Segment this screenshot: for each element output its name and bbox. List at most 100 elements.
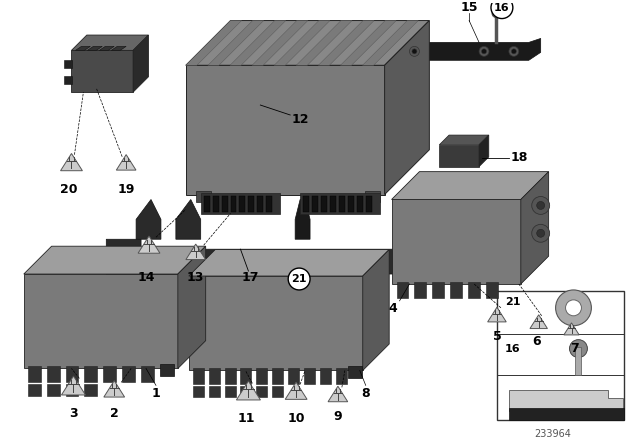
- Polygon shape: [138, 236, 160, 253]
- FancyBboxPatch shape: [204, 197, 210, 212]
- Polygon shape: [392, 172, 548, 199]
- Polygon shape: [136, 199, 161, 239]
- Circle shape: [566, 300, 582, 316]
- Text: 13: 13: [187, 271, 204, 284]
- FancyBboxPatch shape: [433, 282, 444, 298]
- Circle shape: [288, 268, 310, 290]
- FancyBboxPatch shape: [339, 197, 345, 212]
- FancyBboxPatch shape: [486, 282, 498, 298]
- Polygon shape: [106, 239, 454, 274]
- FancyBboxPatch shape: [239, 197, 246, 212]
- FancyBboxPatch shape: [415, 282, 426, 298]
- FancyBboxPatch shape: [221, 197, 228, 212]
- FancyBboxPatch shape: [397, 282, 408, 298]
- FancyBboxPatch shape: [320, 368, 331, 384]
- Polygon shape: [521, 172, 548, 284]
- Polygon shape: [186, 21, 241, 65]
- Text: 16: 16: [494, 3, 509, 13]
- Text: 2: 2: [110, 407, 118, 420]
- Polygon shape: [530, 315, 547, 328]
- FancyBboxPatch shape: [63, 76, 72, 84]
- FancyBboxPatch shape: [365, 190, 380, 202]
- Polygon shape: [72, 35, 148, 50]
- Polygon shape: [230, 21, 285, 65]
- Polygon shape: [296, 21, 352, 65]
- Polygon shape: [208, 21, 264, 65]
- Polygon shape: [116, 155, 136, 170]
- Polygon shape: [340, 21, 396, 65]
- FancyBboxPatch shape: [65, 366, 79, 383]
- Circle shape: [532, 197, 550, 215]
- Polygon shape: [61, 376, 86, 395]
- FancyBboxPatch shape: [272, 368, 284, 384]
- Polygon shape: [61, 154, 83, 171]
- FancyBboxPatch shape: [248, 197, 254, 212]
- Polygon shape: [186, 244, 205, 259]
- Polygon shape: [133, 35, 148, 92]
- Text: 4: 4: [388, 302, 397, 315]
- Polygon shape: [385, 21, 429, 194]
- FancyBboxPatch shape: [225, 368, 236, 384]
- Polygon shape: [564, 323, 579, 335]
- FancyBboxPatch shape: [509, 408, 624, 420]
- FancyBboxPatch shape: [160, 365, 174, 376]
- FancyBboxPatch shape: [303, 197, 309, 212]
- FancyBboxPatch shape: [348, 366, 362, 379]
- Polygon shape: [488, 307, 506, 322]
- Text: 15: 15: [460, 1, 478, 14]
- Text: 18: 18: [510, 151, 527, 164]
- Polygon shape: [274, 21, 330, 65]
- Polygon shape: [24, 274, 178, 368]
- Text: 8: 8: [362, 387, 370, 400]
- Polygon shape: [479, 135, 489, 167]
- FancyBboxPatch shape: [65, 384, 79, 396]
- Polygon shape: [318, 21, 374, 65]
- Circle shape: [491, 0, 513, 18]
- Text: 6: 6: [532, 335, 541, 348]
- Text: 19: 19: [118, 183, 135, 196]
- Polygon shape: [285, 382, 307, 399]
- Text: 233964: 233964: [534, 429, 571, 439]
- FancyBboxPatch shape: [193, 386, 204, 397]
- Text: 21: 21: [291, 274, 307, 284]
- FancyBboxPatch shape: [122, 366, 135, 383]
- FancyBboxPatch shape: [575, 347, 582, 375]
- Polygon shape: [186, 65, 385, 194]
- FancyBboxPatch shape: [47, 384, 60, 396]
- FancyBboxPatch shape: [336, 368, 347, 384]
- Text: 3: 3: [69, 407, 78, 420]
- FancyBboxPatch shape: [209, 368, 220, 384]
- FancyBboxPatch shape: [257, 368, 268, 384]
- Circle shape: [511, 49, 516, 54]
- FancyBboxPatch shape: [272, 386, 284, 397]
- FancyBboxPatch shape: [28, 384, 41, 396]
- FancyBboxPatch shape: [300, 193, 380, 215]
- Polygon shape: [394, 30, 541, 60]
- Polygon shape: [76, 47, 90, 50]
- Circle shape: [570, 340, 588, 358]
- Circle shape: [479, 47, 489, 56]
- FancyBboxPatch shape: [330, 197, 336, 212]
- Polygon shape: [111, 47, 126, 50]
- Text: 5: 5: [493, 330, 501, 343]
- Polygon shape: [252, 21, 308, 65]
- Text: 7: 7: [570, 342, 579, 355]
- Polygon shape: [99, 47, 114, 50]
- Text: 11: 11: [237, 412, 255, 425]
- FancyBboxPatch shape: [196, 190, 211, 202]
- FancyBboxPatch shape: [348, 197, 354, 212]
- Circle shape: [412, 49, 417, 54]
- FancyBboxPatch shape: [225, 386, 236, 397]
- Polygon shape: [189, 276, 363, 370]
- FancyBboxPatch shape: [468, 282, 480, 298]
- Text: 12: 12: [291, 113, 309, 126]
- Polygon shape: [363, 250, 389, 370]
- FancyBboxPatch shape: [497, 291, 624, 420]
- Text: 16: 16: [505, 344, 521, 353]
- Polygon shape: [439, 135, 489, 145]
- Polygon shape: [236, 381, 260, 400]
- FancyBboxPatch shape: [304, 368, 315, 384]
- FancyBboxPatch shape: [312, 197, 318, 212]
- FancyBboxPatch shape: [257, 386, 268, 397]
- Polygon shape: [189, 250, 389, 276]
